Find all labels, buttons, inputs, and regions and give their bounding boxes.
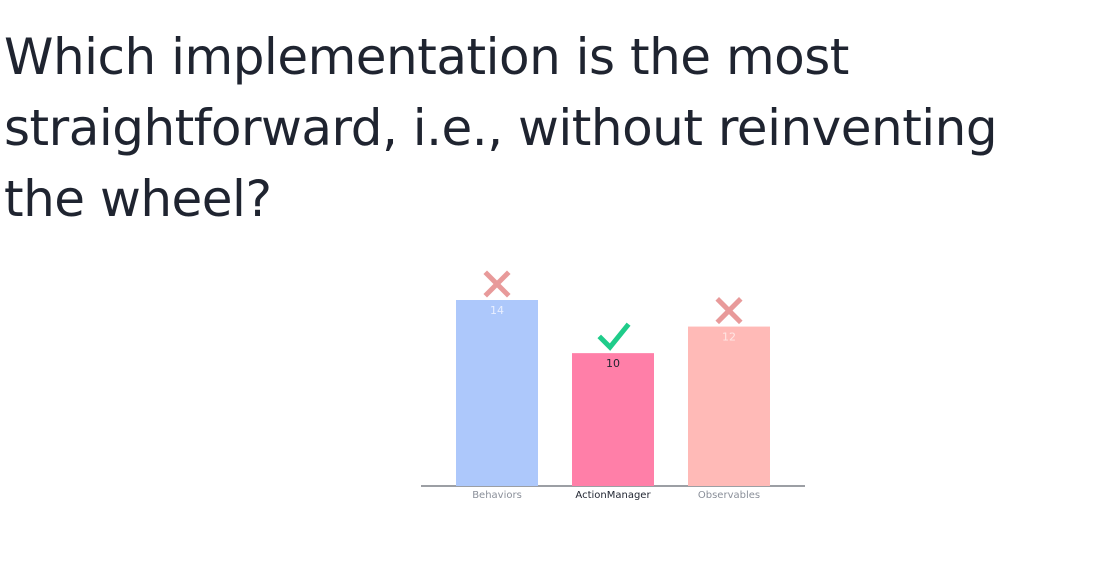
category-label: ActionManager [575,490,651,501]
question-title: Which implementation is the most straigh… [4,28,998,228]
bar-observables [688,326,770,486]
bar-value-label: 10 [606,357,620,370]
bar-actionmanager [572,353,654,486]
category-label: Observables [698,490,760,501]
incorrect-cross-icon [483,270,511,298]
incorrect-cross-icon [715,297,743,325]
bar-value-label: 12 [722,331,736,344]
correct-check-icon [597,322,631,351]
category-label: Behaviors [472,490,522,501]
bar-behaviors [456,300,538,486]
bar-value-label: 14 [490,304,504,317]
